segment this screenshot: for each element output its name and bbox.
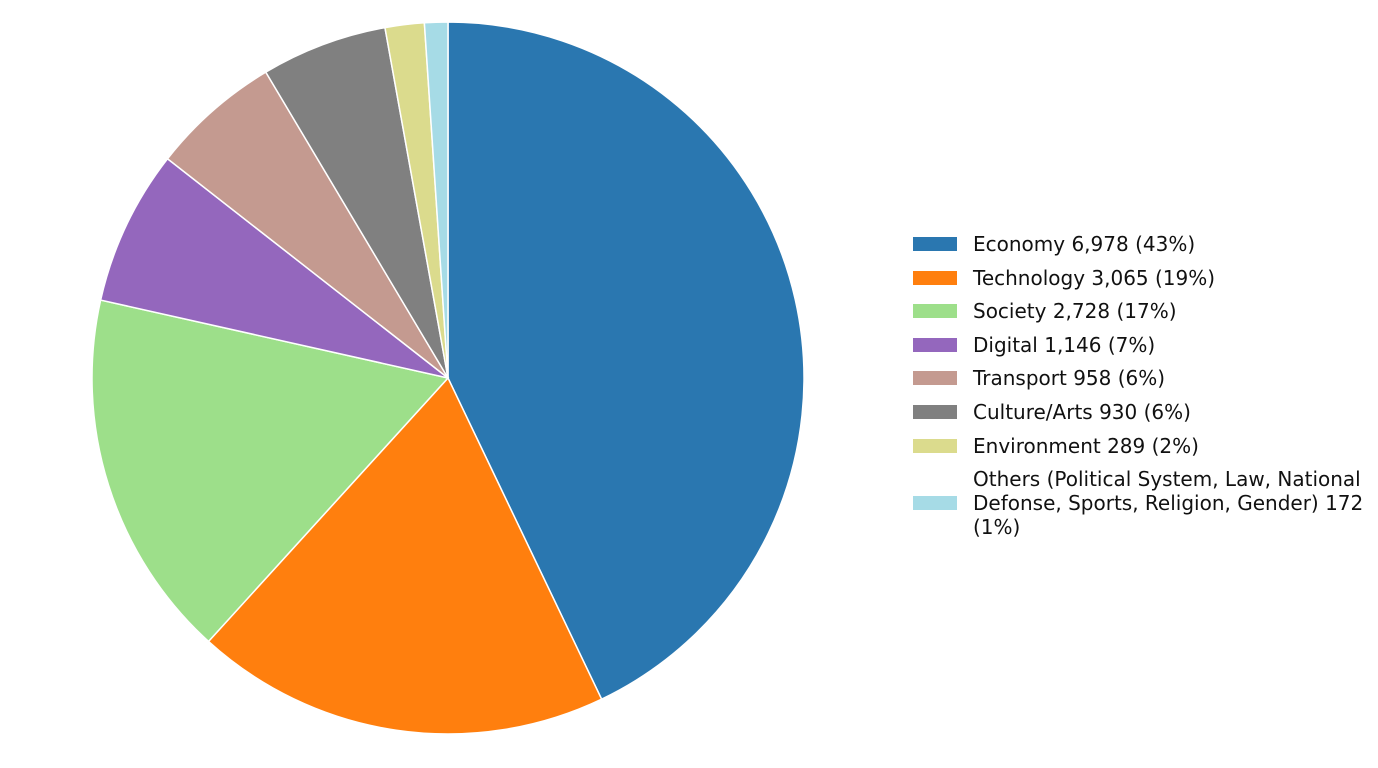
legend-label: Environment 289 (2%) bbox=[973, 433, 1199, 458]
pie-slice bbox=[207, 376, 603, 735]
pie-slice bbox=[99, 157, 449, 379]
legend-label: Economy 6,978 (43%) bbox=[973, 232, 1196, 256]
pie-slice bbox=[423, 21, 449, 379]
legend-swatch bbox=[913, 237, 957, 251]
legend-label: Others (Political System, Law, National … bbox=[973, 467, 1364, 540]
legend-swatch bbox=[913, 404, 957, 419]
legend-label: Technology 3,065 (19%) bbox=[973, 265, 1216, 290]
pie-slice bbox=[91, 299, 450, 643]
pie-slice bbox=[166, 71, 449, 379]
legend-swatch bbox=[913, 304, 957, 319]
legend-item: Technology 3,065 (19%) bbox=[913, 266, 1368, 290]
legend-item: Society 2,728 (17%) bbox=[913, 299, 1368, 323]
legend-item: Others (Political System, Law, National … bbox=[913, 467, 1368, 539]
pie-slice bbox=[447, 21, 805, 701]
legend-swatch bbox=[913, 270, 957, 285]
legend-label: Society 2,728 (17%) bbox=[973, 299, 1177, 324]
legend: Economy 6,978 (43%) Technology 3,065 (19%… bbox=[913, 232, 1368, 549]
legend-label: Transport 958 (6%) bbox=[973, 366, 1166, 391]
legend-swatch bbox=[913, 496, 957, 511]
legend-swatch bbox=[913, 337, 957, 352]
legend-item: Transport 958 (6%) bbox=[913, 366, 1368, 390]
legend-item: Environment 289 (2%) bbox=[913, 434, 1368, 458]
legend-item: Culture/Arts 930 (6%) bbox=[913, 400, 1368, 424]
legend-swatch bbox=[913, 371, 957, 386]
legend-item: Economy 6,978 (43%) bbox=[913, 232, 1368, 256]
legend-label: Culture/Arts 930 (6%) bbox=[973, 399, 1191, 424]
pie-slice bbox=[264, 26, 449, 379]
chart bbox=[91, 21, 805, 735]
legend-swatch bbox=[913, 438, 957, 453]
legend-label: Digital 1,146 (7%) bbox=[973, 332, 1156, 357]
legend-item: Digital 1,146 (7%) bbox=[913, 333, 1368, 357]
